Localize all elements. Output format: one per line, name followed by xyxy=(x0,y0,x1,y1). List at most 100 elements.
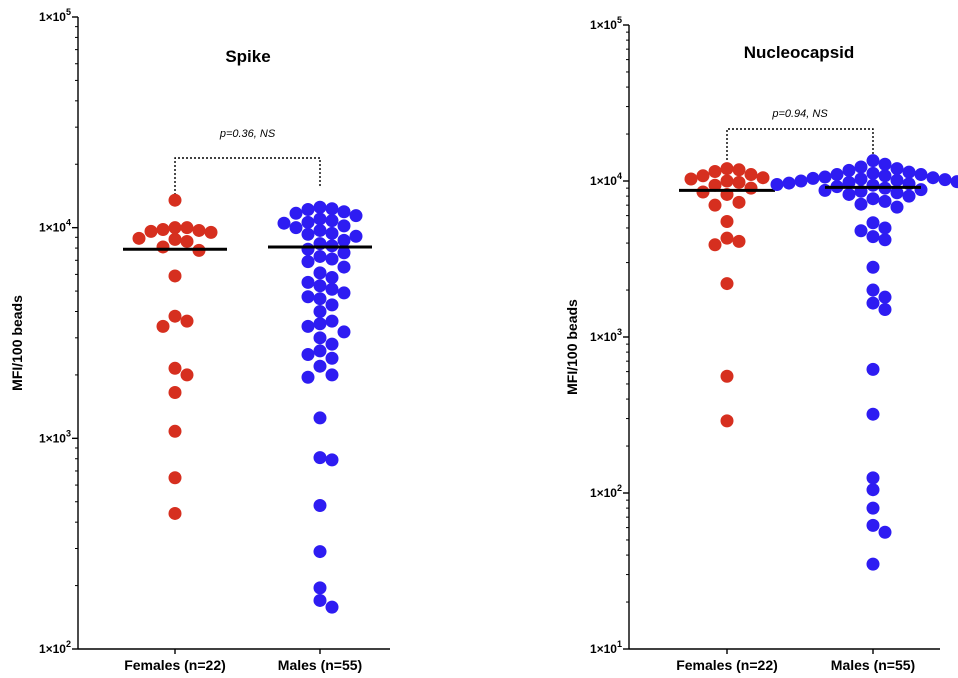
x-tick-label: Males (n=55) xyxy=(831,657,915,673)
data-point-males xyxy=(866,230,880,244)
data-point-females xyxy=(168,193,182,207)
data-point-females xyxy=(744,168,758,182)
data-point-females xyxy=(180,221,194,235)
data-point-males xyxy=(313,317,327,331)
data-point-males xyxy=(866,296,880,310)
y-tick-label: 1×104 xyxy=(590,171,622,188)
data-point-males xyxy=(325,214,339,228)
data-point-males xyxy=(289,206,303,220)
data-point-males xyxy=(301,348,315,362)
chart-panel-1: 1×102 1×103 1×104 1×105 Females (n=22) Males … xyxy=(9,7,390,673)
data-point-males xyxy=(866,178,880,192)
data-point-males xyxy=(878,290,892,304)
data-point-males xyxy=(325,298,339,312)
data-point-males xyxy=(902,165,916,179)
chart-title: Nucleocapsid xyxy=(744,43,855,62)
data-point-males xyxy=(337,205,351,219)
data-point-males xyxy=(325,202,339,216)
data-point-females xyxy=(732,175,746,189)
data-point-males xyxy=(301,370,315,384)
data-point-males xyxy=(950,175,958,189)
data-point-males xyxy=(301,215,315,229)
data-point-females xyxy=(180,234,194,248)
data-point-males xyxy=(301,202,315,216)
y-tick-label: 1×102 xyxy=(590,483,622,500)
data-point-males xyxy=(313,451,327,465)
data-point-females xyxy=(168,386,182,400)
data-point-females xyxy=(192,223,206,237)
data-point-males xyxy=(325,271,339,285)
y-tick-label: 1×103 xyxy=(39,428,71,445)
data-point-males xyxy=(818,170,832,184)
data-point-females xyxy=(720,277,734,291)
data-point-males xyxy=(794,174,808,188)
data-point-males xyxy=(926,171,940,185)
data-point-females xyxy=(708,165,722,179)
data-point-females xyxy=(144,224,158,238)
data-point-females xyxy=(168,471,182,485)
data-point-females xyxy=(156,240,170,254)
y-axis-label: MFI/100 beads xyxy=(564,299,580,395)
data-point-males xyxy=(337,246,351,260)
data-point-males xyxy=(890,186,904,200)
data-point-females xyxy=(696,169,710,183)
data-point-males xyxy=(890,200,904,214)
data-point-females xyxy=(156,223,170,237)
data-point-males xyxy=(313,545,327,559)
data-point-males xyxy=(337,286,351,300)
data-point-males xyxy=(830,168,844,182)
x-tick-label: Females (n=22) xyxy=(676,657,778,673)
data-point-males xyxy=(313,304,327,318)
data-point-males xyxy=(854,172,868,186)
data-point-males xyxy=(866,471,880,485)
y-tick-label: 1×103 xyxy=(590,327,622,344)
data-point-females xyxy=(168,309,182,323)
y-tick-label: 1×101 xyxy=(590,639,622,656)
data-point-females xyxy=(204,225,218,239)
p-value-annotation: p=0.94, NS xyxy=(771,108,828,120)
data-point-males xyxy=(313,581,327,595)
data-point-males xyxy=(325,282,339,296)
data-point-females xyxy=(180,314,194,328)
data-point-females xyxy=(744,181,758,195)
data-point-males xyxy=(337,233,351,247)
data-point-females xyxy=(720,162,734,176)
data-point-males xyxy=(866,518,880,532)
y-tick-label: 1×102 xyxy=(39,639,71,656)
chart-title: Spike xyxy=(225,47,270,66)
data-point-males xyxy=(854,224,868,238)
data-point-males xyxy=(866,166,880,180)
data-point-males xyxy=(313,331,327,345)
chart-panel-2: 1×101 1×102 1×103 1×104 1×105 Females (n=22) M… xyxy=(564,15,958,673)
data-point-males xyxy=(313,344,327,358)
data-point-males xyxy=(313,292,327,306)
data-point-males xyxy=(890,173,904,187)
data-point-females xyxy=(708,198,722,212)
data-point-males xyxy=(866,283,880,297)
data-point-males xyxy=(878,194,892,208)
data-point-males xyxy=(890,162,904,176)
data-point-females xyxy=(708,238,722,252)
data-point-males xyxy=(854,197,868,211)
data-point-females xyxy=(168,506,182,520)
data-point-females xyxy=(720,414,734,428)
data-point-males xyxy=(914,183,928,197)
data-point-females xyxy=(156,319,170,333)
data-point-males xyxy=(313,359,327,373)
data-point-males xyxy=(866,260,880,274)
data-point-males xyxy=(866,557,880,571)
data-point-females xyxy=(708,178,722,192)
data-point-males xyxy=(325,252,339,266)
data-point-females xyxy=(168,424,182,438)
data-point-females xyxy=(684,172,698,186)
significance-bracket xyxy=(174,157,321,195)
data-point-males xyxy=(866,407,880,421)
data-point-males xyxy=(878,157,892,171)
data-point-males xyxy=(818,183,832,197)
data-point-males xyxy=(902,189,916,203)
data-point-males xyxy=(325,600,339,614)
data-point-males xyxy=(313,279,327,293)
data-point-males xyxy=(301,242,315,256)
data-point-females xyxy=(732,195,746,209)
